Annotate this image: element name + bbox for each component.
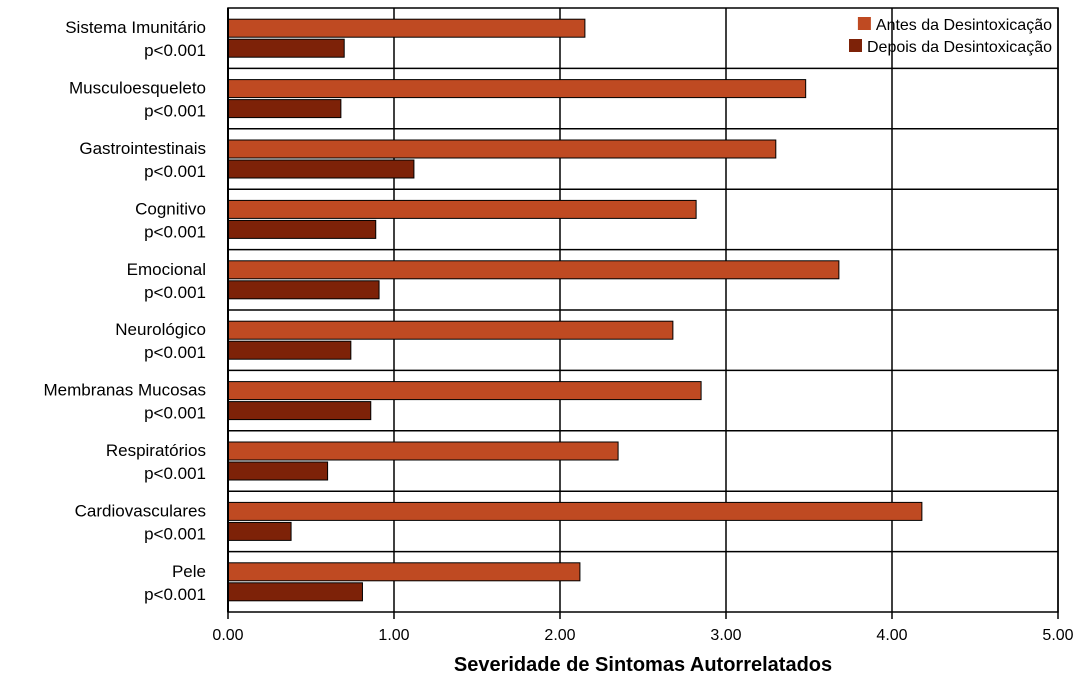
bar-after xyxy=(227,219,377,239)
x-tick-label: 0.00 xyxy=(212,627,243,644)
category-label: Neurológico xyxy=(115,320,206,339)
category-pvalue: p<0.001 xyxy=(144,283,206,302)
x-tick-label: 2.00 xyxy=(544,627,575,644)
category-label: Cognitivo xyxy=(135,199,206,218)
bar-after xyxy=(227,99,342,119)
legend: Antes da Desintoxicação Depois da Desinto… xyxy=(849,17,1052,56)
category-pvalue: p<0.001 xyxy=(144,404,206,423)
x-tick-labels: 0.00 1.00 2.00 3.00 4.00 5.00 xyxy=(212,627,1073,644)
category-label: Emocional xyxy=(127,260,206,279)
x-tick-label: 1.00 xyxy=(378,627,409,644)
bar-before xyxy=(227,18,586,38)
bar-before xyxy=(227,381,702,401)
category-pvalue: p<0.001 xyxy=(144,343,206,362)
bar-before xyxy=(227,320,674,340)
legend-swatch xyxy=(849,39,862,52)
category-labels: Sistema Imunitário p<0.001 Musculoesquelet… xyxy=(43,18,206,604)
category-pvalue: p<0.001 xyxy=(144,585,206,604)
category-label: Cardiovasculares xyxy=(75,501,206,520)
bar-after xyxy=(227,159,415,179)
x-axis-title: Severidade de Sintomas Autorrelatados xyxy=(454,654,832,676)
x-tick-label: 4.00 xyxy=(876,627,907,644)
x-tick-label: 5.00 xyxy=(1042,627,1073,644)
bar-after xyxy=(227,461,329,481)
bar-before xyxy=(227,501,923,521)
category-label: Pele xyxy=(172,562,206,581)
bar-after xyxy=(227,280,380,300)
bar-after xyxy=(227,582,363,602)
category-pvalue: p<0.001 xyxy=(144,524,206,543)
bar-before xyxy=(227,260,840,280)
bar-after xyxy=(227,38,345,58)
bar-after xyxy=(227,340,352,360)
bar-after xyxy=(227,401,372,421)
category-pvalue: p<0.001 xyxy=(144,464,206,483)
category-pvalue: p<0.001 xyxy=(144,41,206,60)
category-pvalue: p<0.001 xyxy=(144,162,206,181)
x-tick-label: 3.00 xyxy=(710,627,741,644)
category-label: Membranas Mucosas xyxy=(43,381,206,400)
category-label: Musculoesqueleto xyxy=(69,79,206,98)
plot-frame xyxy=(227,7,1059,613)
bar-before xyxy=(227,139,777,159)
bar-before xyxy=(227,441,619,461)
legend-label: Depois da Desintoxicação xyxy=(867,39,1052,56)
legend-swatch xyxy=(857,17,871,30)
category-label: Sistema Imunitário xyxy=(65,18,206,37)
category-pvalue: p<0.001 xyxy=(144,222,206,241)
category-label: Respiratórios xyxy=(106,441,206,460)
category-label: Gastrointestinais xyxy=(79,139,206,158)
bar-before xyxy=(227,199,697,219)
bar-before xyxy=(227,562,581,582)
category-pvalue: p<0.001 xyxy=(144,102,206,121)
grid xyxy=(227,8,1059,619)
legend-label: Antes da Desintoxicação xyxy=(876,17,1052,34)
bar-before xyxy=(227,79,807,99)
bar-after xyxy=(227,521,292,541)
